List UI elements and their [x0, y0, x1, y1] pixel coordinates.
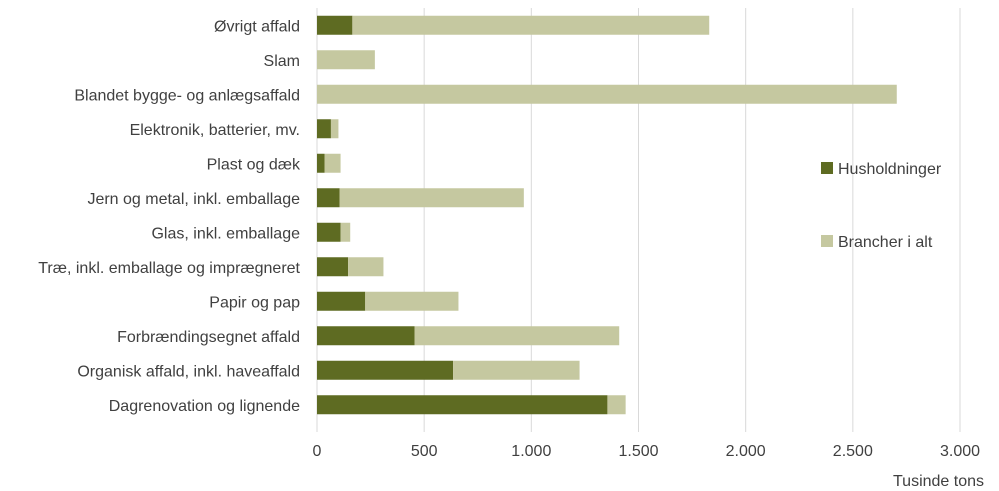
bar-husholdninger [317, 395, 608, 415]
category-label: Blandet bygge- og anlægsaffald [74, 87, 300, 104]
bar-brancher [330, 119, 339, 139]
legend-label: Brancher i alt [838, 234, 933, 251]
bar-brancher [414, 326, 620, 346]
bar-husholdninger [317, 15, 353, 35]
bar-husholdninger [317, 326, 415, 346]
x-tick-label: 1.000 [511, 443, 551, 460]
bar-brancher [339, 188, 524, 208]
bar-brancher [453, 360, 580, 380]
x-tick-label: 1.500 [618, 443, 658, 460]
legend-swatch [821, 162, 833, 174]
bar-brancher [607, 395, 626, 415]
bar-brancher [317, 84, 897, 104]
category-label: Forbrændingsegnet affald [117, 329, 300, 346]
x-tick-labels: 0 500 1.000 1.500 2.000 2.500 3.000 [313, 443, 981, 460]
category-label: Dagrenovation og lignende [109, 398, 300, 415]
bar-brancher [352, 15, 710, 35]
gridlines [316, 8, 961, 432]
bar-brancher [317, 50, 375, 70]
x-axis-label: Tusinde tons [893, 473, 984, 490]
legend-label: Husholdninger [838, 161, 942, 178]
category-label: Jern og metal, inkl. emballage [87, 191, 300, 208]
bar-husholdninger [317, 119, 331, 139]
x-tick-label: 3.000 [940, 443, 980, 460]
bars [317, 15, 897, 415]
x-tick-label: 0 [313, 443, 322, 460]
x-tick-label: 2.500 [833, 443, 873, 460]
category-label: Glas, inkl. emballage [151, 225, 300, 242]
bar-husholdninger [317, 153, 325, 173]
category-label: Øvrigt affald [214, 18, 300, 35]
bar-brancher [324, 153, 341, 173]
bar-brancher [340, 222, 351, 242]
category-label: Organisk affald, inkl. haveaffald [77, 363, 300, 380]
legend-swatch [821, 235, 833, 247]
bar-husholdninger [317, 360, 454, 380]
bar-brancher [348, 257, 384, 277]
bar-husholdninger [317, 188, 340, 208]
category-label: Elektronik, batterier, mv. [130, 122, 300, 139]
category-labels: Dagrenovation og lignende Organisk affald… [38, 18, 301, 415]
category-label: Træ, inkl. emballage og imprægneret [38, 260, 300, 277]
category-label: Slam [264, 53, 300, 70]
category-label: Papir og pap [209, 294, 300, 311]
category-label: Plast og dæk [207, 156, 301, 173]
bar-husholdninger [317, 257, 349, 277]
bar-brancher [365, 291, 459, 311]
x-tick-label: 2.000 [726, 443, 766, 460]
legend: Husholdninger Brancher i alt [821, 161, 942, 251]
bar-husholdninger [317, 222, 341, 242]
bar-husholdninger [317, 291, 366, 311]
x-tick-label: 500 [411, 443, 438, 460]
